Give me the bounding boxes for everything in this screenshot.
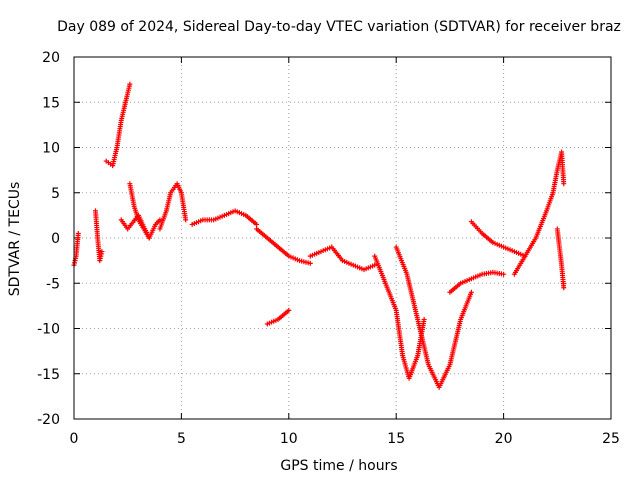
- data-point: [421, 316, 427, 322]
- grid: [74, 57, 611, 419]
- x-tick-label: 25: [602, 431, 620, 447]
- y-tick-label: -5: [46, 276, 60, 292]
- series-cluster-2-4h: [118, 212, 163, 241]
- y-tick-label: -15: [37, 367, 60, 383]
- data-point: [307, 260, 313, 266]
- y-tick-label: 20: [42, 50, 60, 66]
- plot-frame: [73, 56, 612, 420]
- data-point: [157, 217, 163, 223]
- series-early: [92, 208, 105, 264]
- series-midday: [307, 244, 378, 273]
- data-point: [75, 230, 81, 236]
- series-isolated: [264, 307, 292, 327]
- x-tick-label: 20: [495, 431, 513, 447]
- x-axis-label: GPS time / hours: [280, 458, 397, 474]
- data-points: [71, 81, 567, 390]
- series-trough-a: [372, 253, 427, 381]
- data-point: [183, 217, 189, 223]
- data-point: [561, 181, 567, 187]
- chart-title: Day 089 of 2024, Sidereal Day-to-day VTE…: [57, 19, 621, 35]
- series-late-rise: [511, 149, 567, 277]
- y-tick-label: 0: [51, 231, 60, 247]
- y-tick-label: 10: [42, 141, 60, 157]
- data-point: [99, 249, 105, 255]
- series-recovery: [447, 269, 507, 295]
- axis-ticks: 0 5 10 15 20 25 -20 -15 -10 -5 0 5 10 15 20: [37, 50, 620, 447]
- y-tick-label: -20: [37, 412, 60, 428]
- data-point: [468, 289, 474, 295]
- data-point: [286, 307, 292, 313]
- series-morning-bump: [157, 181, 189, 232]
- data-point: [501, 271, 507, 277]
- series-late-tracks: [468, 219, 528, 259]
- data-point: [372, 262, 378, 268]
- y-tick-label: 15: [42, 95, 60, 111]
- series-plateau: [189, 208, 260, 227]
- x-tick-label: 0: [70, 431, 79, 447]
- y-tick-label: 5: [51, 186, 60, 202]
- x-tick-label: 5: [177, 431, 186, 447]
- y-tick-label: -10: [37, 322, 60, 338]
- data-point: [561, 285, 567, 291]
- x-tick-label: 15: [387, 431, 405, 447]
- data-point: [254, 221, 260, 227]
- series-trough-b: [393, 244, 474, 390]
- series-decline: [254, 226, 313, 266]
- series-start: [71, 230, 81, 268]
- data-point: [127, 81, 133, 87]
- x-tick-label: 10: [280, 431, 298, 447]
- y-axis-label: SDTVAR / TECUs: [7, 182, 23, 297]
- series-end-tail: [554, 226, 567, 291]
- series-rising-arc: [103, 81, 133, 169]
